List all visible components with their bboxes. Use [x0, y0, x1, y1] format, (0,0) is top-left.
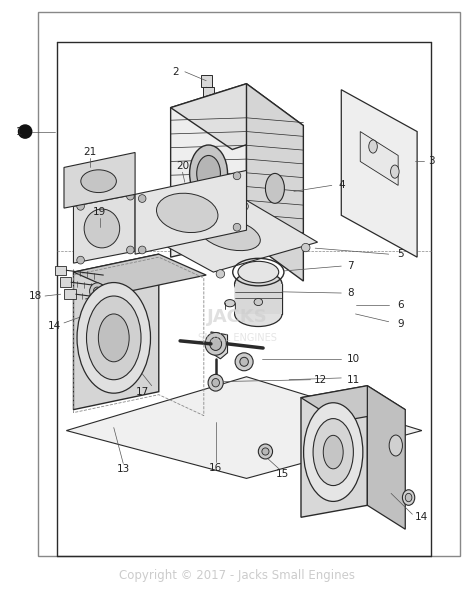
Ellipse shape	[77, 283, 151, 393]
Ellipse shape	[258, 444, 273, 459]
Ellipse shape	[323, 435, 343, 469]
Text: SMALL ENGINES: SMALL ENGINES	[198, 333, 276, 343]
Text: 15: 15	[275, 469, 289, 479]
Ellipse shape	[190, 145, 228, 202]
Ellipse shape	[265, 173, 284, 203]
Ellipse shape	[235, 353, 253, 371]
Text: 20: 20	[176, 161, 189, 171]
Text: JACKS: JACKS	[207, 308, 267, 326]
Ellipse shape	[210, 337, 222, 350]
Ellipse shape	[212, 379, 219, 387]
Text: 17: 17	[136, 387, 149, 396]
Ellipse shape	[235, 271, 282, 297]
Polygon shape	[171, 84, 303, 150]
Polygon shape	[171, 84, 246, 257]
Polygon shape	[73, 254, 159, 410]
Ellipse shape	[240, 202, 248, 210]
Ellipse shape	[127, 192, 134, 200]
Ellipse shape	[98, 314, 129, 362]
Ellipse shape	[240, 358, 248, 366]
Text: Copyright © 2017 - Jacks Small Engines: Copyright © 2017 - Jacks Small Engines	[119, 569, 355, 582]
Text: 21: 21	[83, 148, 97, 157]
Polygon shape	[73, 194, 135, 263]
Ellipse shape	[93, 287, 101, 295]
Ellipse shape	[90, 283, 105, 300]
Polygon shape	[142, 200, 318, 272]
Text: 5: 5	[397, 249, 404, 259]
Text: 6: 6	[397, 300, 404, 310]
Ellipse shape	[233, 172, 241, 179]
Text: 7: 7	[347, 261, 354, 271]
Text: 11: 11	[346, 375, 360, 385]
Polygon shape	[301, 386, 405, 422]
Ellipse shape	[405, 493, 412, 502]
Ellipse shape	[81, 170, 116, 193]
Ellipse shape	[389, 435, 402, 456]
Polygon shape	[64, 289, 76, 299]
Ellipse shape	[313, 419, 353, 486]
Ellipse shape	[77, 257, 84, 264]
Polygon shape	[135, 170, 246, 254]
Ellipse shape	[235, 301, 282, 327]
Text: 3: 3	[428, 157, 435, 166]
Ellipse shape	[301, 243, 310, 252]
Polygon shape	[73, 254, 206, 293]
Text: 9: 9	[397, 319, 404, 329]
Ellipse shape	[262, 448, 269, 455]
Ellipse shape	[138, 195, 146, 202]
Polygon shape	[211, 332, 228, 359]
Ellipse shape	[391, 165, 399, 178]
Polygon shape	[60, 277, 71, 287]
Ellipse shape	[127, 246, 134, 254]
Ellipse shape	[233, 224, 241, 231]
Text: 2: 2	[172, 67, 179, 77]
Text: 13: 13	[117, 465, 130, 474]
Ellipse shape	[402, 490, 415, 505]
Polygon shape	[201, 75, 212, 87]
Text: 1: 1	[16, 127, 22, 136]
Polygon shape	[64, 152, 135, 208]
Polygon shape	[360, 132, 398, 185]
Ellipse shape	[254, 298, 263, 306]
Text: 8: 8	[347, 288, 354, 298]
Ellipse shape	[77, 202, 84, 210]
Text: 12: 12	[313, 375, 327, 385]
Bar	[38, 12, 460, 556]
Ellipse shape	[156, 193, 218, 233]
Ellipse shape	[197, 155, 220, 191]
Ellipse shape	[225, 300, 235, 307]
Polygon shape	[246, 84, 303, 281]
Polygon shape	[367, 386, 405, 529]
Polygon shape	[235, 284, 282, 314]
Text: 19: 19	[93, 208, 106, 217]
Text: 14: 14	[415, 512, 428, 522]
Text: 18: 18	[29, 291, 42, 301]
Ellipse shape	[18, 125, 32, 138]
Polygon shape	[66, 377, 422, 478]
Ellipse shape	[369, 140, 377, 153]
Ellipse shape	[200, 218, 260, 251]
Polygon shape	[55, 266, 66, 275]
Ellipse shape	[86, 296, 141, 380]
Polygon shape	[341, 90, 417, 257]
Text: 14: 14	[48, 321, 61, 331]
Ellipse shape	[155, 235, 163, 243]
Ellipse shape	[303, 403, 363, 501]
Ellipse shape	[216, 270, 225, 278]
Ellipse shape	[205, 332, 227, 355]
Ellipse shape	[84, 209, 119, 248]
Text: 4: 4	[338, 181, 345, 190]
Ellipse shape	[138, 246, 146, 254]
Polygon shape	[203, 87, 214, 99]
Text: 10: 10	[346, 354, 360, 364]
Polygon shape	[301, 386, 367, 517]
Text: 16: 16	[209, 463, 222, 472]
Ellipse shape	[238, 261, 279, 283]
Ellipse shape	[208, 374, 223, 391]
